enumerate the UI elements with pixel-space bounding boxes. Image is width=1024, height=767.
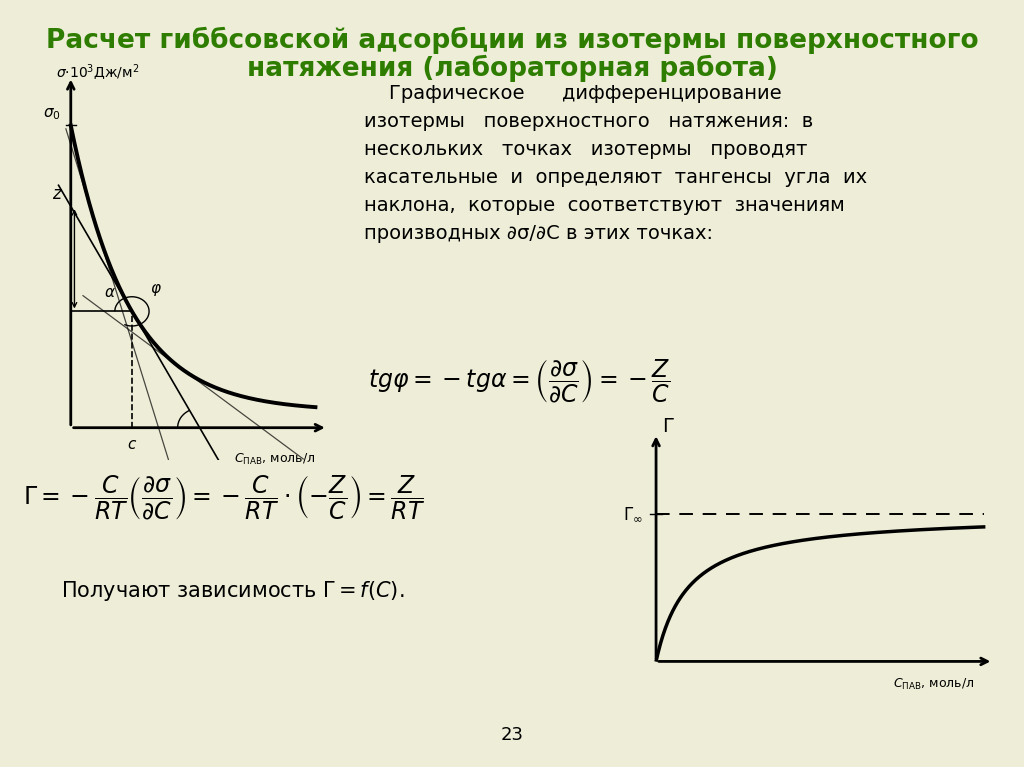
Text: Расчет гиббсовской адсорбции из изотермы поверхностного: Расчет гиббсовской адсорбции из изотермы… xyxy=(46,27,978,54)
Text: $\sigma{\cdot}10^3$Дж/м$^2$: $\sigma{\cdot}10^3$Дж/м$^2$ xyxy=(56,63,139,83)
Text: Графическое      дифференцирование
изотермы   поверхностного   натяжения:  в
нес: Графическое дифференцирование изотермы п… xyxy=(364,84,866,243)
Text: $\Gamma$: $\Gamma$ xyxy=(663,416,675,436)
Text: $\mathit{\Gamma} = -\dfrac{C}{RT}\left(\dfrac{\partial\sigma}{\partial C}\right): $\mathit{\Gamma} = -\dfrac{C}{RT}\left(\… xyxy=(23,472,425,521)
Text: c: c xyxy=(128,437,136,452)
Text: Получают зависимость $\mathit{\Gamma{=}f(C)}$.: Получают зависимость $\mathit{\Gamma{=}f… xyxy=(61,579,404,603)
Text: $\sigma_0$: $\sigma_0$ xyxy=(43,107,61,122)
Text: $\varphi$: $\varphi$ xyxy=(151,282,163,298)
Text: 23: 23 xyxy=(501,726,523,744)
Text: $\alpha$: $\alpha$ xyxy=(104,285,116,300)
Text: $tg\varphi = -tg\alpha = \left(\dfrac{\partial\sigma}{\partial C}\right) = -\dfr: $tg\varphi = -tg\alpha = \left(\dfrac{\p… xyxy=(368,358,670,405)
Text: z: z xyxy=(52,185,61,203)
Text: $C_{\rm ПАВ}$, моль/л: $C_{\rm ПАВ}$, моль/л xyxy=(234,452,315,467)
Text: $\Gamma_\infty$: $\Gamma_\infty$ xyxy=(624,505,643,523)
Text: натяжения (лабораторная работа): натяжения (лабораторная работа) xyxy=(247,55,777,82)
Text: $C_{\rm ПАВ}$, моль/л: $C_{\rm ПАВ}$, моль/л xyxy=(893,676,974,692)
